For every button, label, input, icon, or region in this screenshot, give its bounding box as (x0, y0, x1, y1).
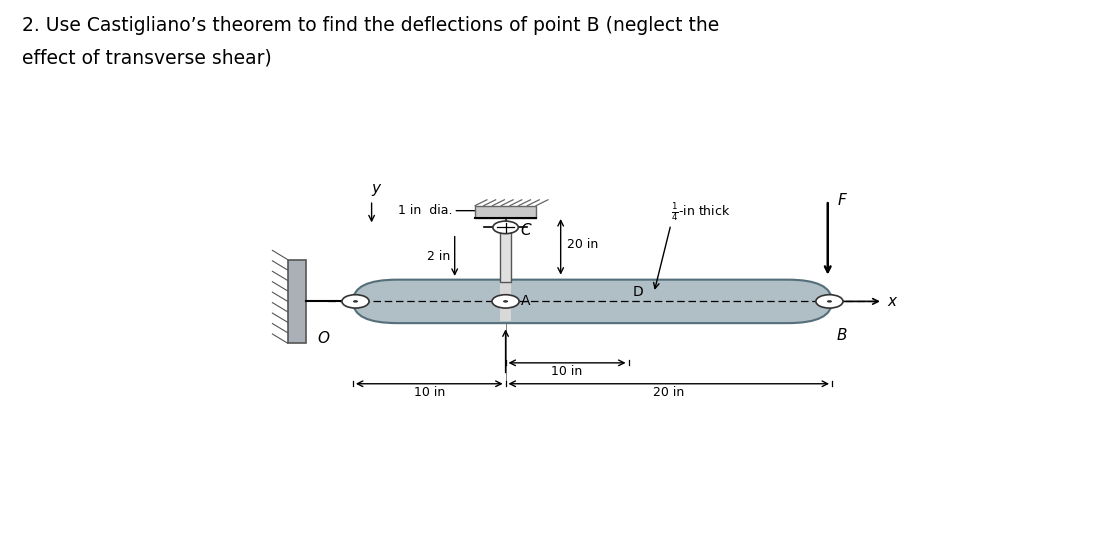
Text: F: F (838, 193, 847, 208)
FancyBboxPatch shape (353, 280, 831, 323)
Text: 10 in: 10 in (414, 386, 445, 399)
Text: 1 in  dia.: 1 in dia. (398, 204, 453, 217)
Circle shape (342, 295, 369, 308)
Text: y: y (372, 181, 381, 196)
Text: $\frac{1}{4}$-in thick: $\frac{1}{4}$-in thick (671, 201, 731, 223)
Bar (500, 282, 511, 321)
Text: 10 in: 10 in (551, 365, 583, 378)
Circle shape (353, 300, 358, 302)
Text: 20 in: 20 in (568, 238, 598, 251)
Text: 2 in: 2 in (427, 250, 451, 263)
Text: A: A (521, 294, 531, 308)
Text: 20 in: 20 in (653, 386, 685, 399)
Text: O: O (317, 331, 329, 346)
Text: 2. Use Castigliano’s theorem to find the deflections of point B (neglect the: 2. Use Castigliano’s theorem to find the… (22, 16, 719, 35)
Text: x: x (887, 294, 896, 309)
Circle shape (827, 300, 831, 302)
Circle shape (503, 300, 508, 302)
Circle shape (492, 221, 519, 233)
Text: effect of transverse shear): effect of transverse shear) (22, 49, 271, 68)
Text: D: D (632, 285, 643, 299)
Circle shape (816, 295, 843, 308)
Bar (288, 260, 306, 343)
Bar (475, 206, 536, 218)
Text: C: C (521, 223, 532, 238)
Text: B: B (836, 328, 847, 343)
Circle shape (492, 295, 520, 308)
Bar (500, 223, 511, 282)
